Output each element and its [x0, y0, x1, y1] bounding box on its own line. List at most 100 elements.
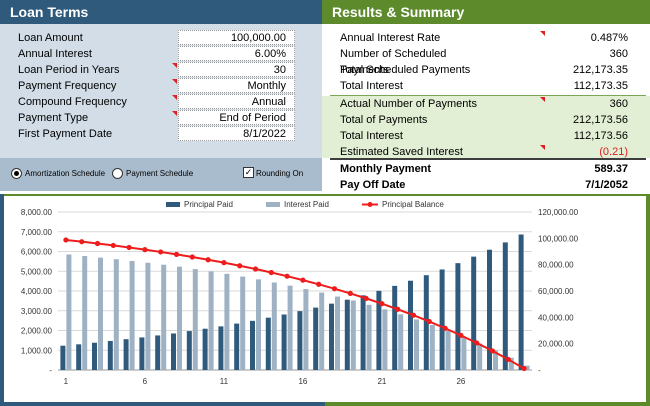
principal-bar — [202, 328, 208, 370]
loan-term-label: Annual Interest — [18, 48, 92, 60]
principal-bar — [487, 249, 492, 370]
principal-bar — [139, 337, 145, 370]
principal-balance-point — [63, 237, 69, 243]
y-right-tick-label: 60,000.00 — [538, 287, 574, 296]
x-tick-label: 26 — [456, 377, 465, 386]
loan-term-input[interactable]: 30 — [178, 62, 295, 77]
amortization-schedule-label[interactable]: Amortization Schedule — [25, 169, 106, 178]
result-label: Total Interest — [340, 130, 403, 142]
result-row: Total Interest 112,173.35 — [322, 78, 650, 94]
interest-bar — [161, 264, 167, 370]
result-row: Number of Scheduled Payments 360 — [322, 46, 650, 76]
principal-bar — [123, 339, 129, 370]
principal-balance-point — [126, 244, 132, 251]
payoff-date-row: Pay Off Date 7/1/2052 — [322, 177, 650, 193]
principal-balance-line — [65, 238, 525, 370]
result-label: Estimated Saved Interest — [340, 146, 463, 158]
interest-bar — [319, 292, 325, 370]
principal-bar — [329, 303, 334, 370]
loan-term-input[interactable]: 100,000.00 — [178, 30, 295, 45]
chart-area — [0, 194, 650, 406]
result-value: 112,173.35 — [573, 80, 628, 92]
loan-term-row: Compound Frequency Annual — [0, 94, 322, 110]
x-tick-label: 16 — [298, 377, 307, 386]
y-right-tick-label: 120,000.00 — [538, 208, 579, 217]
principal-bar — [297, 311, 303, 370]
principal-balance-point — [237, 263, 243, 269]
loan-term-row: Payment Frequency Monthly — [0, 78, 322, 94]
y-left-tick-label: 7,000.00 — [21, 228, 53, 237]
principal-bar — [392, 285, 398, 370]
y-left-tick-label: 3,000.00 — [21, 307, 53, 316]
interest-bar — [382, 309, 388, 370]
result-value: 112,173.56 — [573, 130, 628, 142]
principal-balance-point — [395, 306, 401, 312]
principal-bar — [281, 314, 287, 370]
amortization-schedule-radio[interactable] — [11, 168, 22, 179]
result-row: Annual Interest Rate 0.487% — [322, 30, 650, 46]
interest-bar — [66, 254, 72, 370]
principal-bar — [518, 234, 524, 370]
principal-balance-point — [94, 240, 101, 247]
divider — [330, 158, 646, 160]
legend-balance-label: Principal Balance — [382, 200, 444, 209]
interest-bar — [303, 289, 309, 370]
y-right-tick-label: 40,000.00 — [538, 313, 574, 322]
dropdown-indicator-icon[interactable] — [172, 111, 177, 116]
principal-balance-point — [79, 239, 85, 245]
principal-balance-point — [221, 260, 227, 266]
payment-schedule-label[interactable]: Payment Schedule — [126, 169, 194, 178]
dropdown-indicator-icon[interactable] — [172, 95, 177, 100]
x-tick-label: 6 — [143, 377, 148, 386]
result-row: Total Scheduled Payments 212,173.35 — [322, 62, 650, 78]
principal-balance-point — [110, 242, 116, 249]
loan-term-label: Loan Period in Years — [18, 64, 120, 76]
principal-bar — [502, 242, 508, 370]
y-right-tick-label: 20,000.00 — [538, 340, 574, 349]
y-left-tick-label: 6,000.00 — [21, 248, 53, 257]
interest-bar — [256, 279, 261, 370]
result-value: 360 — [609, 98, 628, 110]
loan-term-input[interactable]: End of Period — [178, 110, 295, 125]
y-left-tick-label: 8,000.00 — [21, 208, 53, 217]
results-panel: Results & Summary Annual Interest Rate 0.… — [322, 0, 650, 191]
loan-term-row: Annual Interest 6.00% — [0, 46, 322, 62]
payment-schedule-radio[interactable] — [112, 168, 123, 179]
loan-terms-title: Loan Terms — [10, 4, 89, 20]
loan-term-input[interactable]: Monthly — [178, 78, 295, 93]
y-right-tick-label: 100,000.00 — [538, 234, 579, 243]
dropdown-indicator-icon[interactable] — [172, 79, 177, 84]
legend-principal-label: Principal Paid — [184, 200, 233, 209]
result-row: Total of Payments 212,173.56 — [322, 112, 650, 128]
result-label: Total of Payments — [340, 114, 428, 126]
principal-bar — [265, 317, 271, 370]
principal-bar — [60, 345, 66, 370]
rounding-checkbox[interactable]: ✓ — [243, 167, 254, 178]
loan-term-row: Loan Period in Years 30 — [0, 62, 322, 78]
result-label: Total Scheduled Payments — [340, 64, 471, 76]
interest-bar — [129, 260, 135, 370]
principal-bar — [171, 333, 176, 370]
principal-balance-point — [331, 286, 338, 292]
result-label: Number of Scheduled Payments — [340, 48, 447, 76]
divider — [330, 95, 646, 96]
principal-bar — [376, 290, 382, 370]
y-left-tick-label: 5,000.00 — [21, 267, 53, 276]
loan-term-input[interactable]: 6.00% — [178, 46, 295, 61]
results-title: Results & Summary — [332, 4, 465, 20]
interest-bar — [271, 282, 277, 370]
principal-balance-point — [379, 301, 385, 307]
actual-section — [322, 96, 650, 158]
loan-term-input[interactable]: 8/1/2022 — [178, 126, 295, 141]
principal-balance-point — [268, 269, 274, 276]
interest-bar — [177, 266, 182, 370]
legend-interest-label: Interest Paid — [284, 200, 329, 209]
chart-border — [0, 402, 325, 406]
dropdown-indicator-icon[interactable] — [172, 63, 177, 68]
principal-bar — [218, 326, 224, 370]
rounding-label[interactable]: Rounding On — [256, 169, 304, 178]
loan-term-row: First Payment Date 8/1/2022 — [0, 126, 322, 142]
principal-balance-point — [142, 247, 148, 253]
principal-bar — [439, 269, 445, 370]
loan-term-input[interactable]: Annual — [178, 94, 295, 109]
